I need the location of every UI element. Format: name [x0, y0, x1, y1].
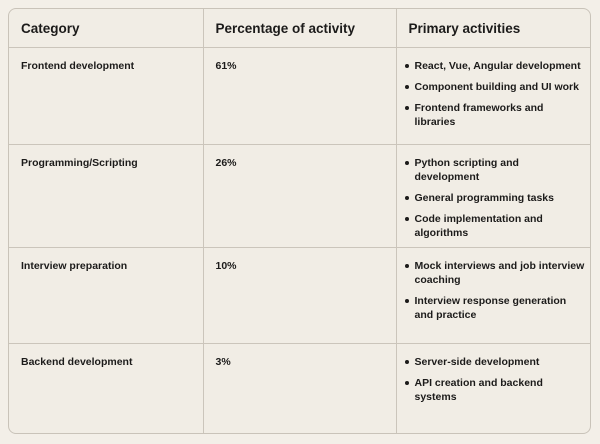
activity-table: Category Percentage of activity Primary … [9, 9, 590, 433]
activity-item: Code implementation and algorithms [404, 212, 587, 240]
table-row: Frontend development 61% React, Vue, Ang… [9, 47, 590, 145]
activity-list: Mock interviews and job interview coachi… [404, 259, 587, 322]
percentage-cell: 61% [203, 47, 397, 145]
percentage-cell: 10% [203, 247, 397, 344]
activity-item: Frontend frameworks and libraries [404, 101, 587, 129]
category-cell: Interview preparation [9, 247, 204, 344]
activity-item: Server-side development [404, 355, 587, 369]
table-row: Programming/Scripting 26% Python scripti… [9, 144, 590, 248]
category-cell: Frontend development [9, 47, 204, 145]
column-header-category: Category [9, 9, 204, 48]
activity-list: React, Vue, Angular development Componen… [404, 59, 587, 129]
category-cell: Backend development [9, 343, 204, 433]
activity-item: React, Vue, Angular development [404, 59, 587, 73]
percentage-cell: 26% [203, 144, 397, 248]
percentage-cell: 3% [203, 343, 397, 433]
activity-item: API creation and backend systems [404, 376, 587, 404]
activities-cell: React, Vue, Angular development Componen… [396, 47, 590, 145]
activity-item: Interview response generation and practi… [404, 294, 587, 322]
activity-item: Mock interviews and job interview coachi… [404, 259, 587, 287]
table-row: Interview preparation 10% Mock interview… [9, 247, 590, 344]
activity-item: Component building and UI work [404, 80, 587, 94]
activity-item: Python scripting and development [404, 156, 587, 184]
table-row: Backend development 3% Server-side devel… [9, 343, 590, 433]
category-cell: Programming/Scripting [9, 144, 204, 248]
activity-list: Server-side development API creation and… [404, 355, 587, 404]
column-header-activities: Primary activities [396, 9, 590, 48]
column-header-percentage: Percentage of activity [203, 9, 397, 48]
activity-item: General programming tasks [404, 191, 587, 205]
table-header-row: Category Percentage of activity Primary … [9, 9, 590, 48]
table-container: Category Percentage of activity Primary … [8, 8, 591, 434]
activities-cell: Python scripting and development General… [396, 144, 590, 248]
activities-cell: Server-side development API creation and… [396, 343, 590, 433]
activity-list: Python scripting and development General… [404, 156, 587, 240]
activities-cell: Mock interviews and job interview coachi… [396, 247, 590, 344]
